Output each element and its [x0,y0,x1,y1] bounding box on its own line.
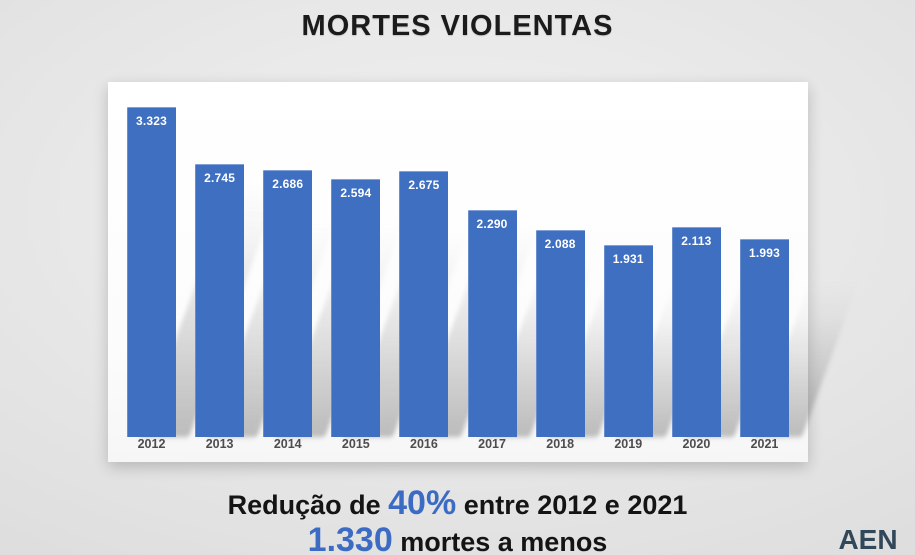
bar-2015: 2.594 [331,179,381,437]
bar-cell-2018: 2.088 [535,82,673,437]
footer-line2-suffix: mortes a menos [392,527,608,555]
page-title: MORTES VIOLENTAS [301,10,614,42]
bar-cell-2017: 2.290 [467,82,613,437]
bar-value-label: 1.993 [748,246,780,260]
year-label-2021: 2021 [750,437,779,451]
bar-2019: 1.931 [603,245,653,437]
bar-value-label: 2.686 [272,177,304,191]
bar-2018: 2.088 [535,230,585,437]
year-label-2015: 2015 [341,437,370,451]
year-label-2017: 2017 [478,437,506,451]
deaths-reduced-number: 1.330 [307,521,393,555]
year-label-2012: 2012 [137,437,166,451]
footer-line1-prefix: Redução de [227,490,389,520]
bar-2012: 3.323 [127,107,176,437]
footer-line1: Redução de 40% entre 2012 e 2021 [0,486,915,523]
bar-value-label: 2.113 [681,234,712,248]
footer-line2: 1.330 mortes a menos [0,523,915,555]
bar-2013: 2.745 [195,164,245,437]
bar-value-label: 2.594 [340,186,372,200]
plot-area: 3.323 2.745 2.686 2.594 2.675 2.290 2.088 1.931… [127,82,875,437]
x-axis: 2012 2013 2014 2015 2016 2017 2018 2019 2020 2021 [127,437,789,462]
bar-2017: 2.290 [467,210,517,437]
year-label-2013: 2013 [205,437,234,451]
bar-cell-2015: 2.594 [331,82,488,437]
bar-value-label: 1.931 [612,252,644,266]
bar-value-label: 2.290 [476,217,508,231]
bar-value-label: 3.323 [135,114,168,128]
aen-logo: AEN [830,524,906,555]
bar-cell-2012: 3.323 [127,82,310,437]
bar-2020: 2.113 [671,227,721,437]
bar-2016: 2.675 [399,171,449,437]
year-label-2020: 2020 [682,437,711,451]
year-label-2019: 2019 [614,437,643,451]
year-label-2018: 2018 [546,437,575,451]
bar-cell-2021: 1.993 [739,82,875,437]
chart-panel: 3.323 2.745 2.686 2.594 2.675 2.290 2.088 1.931… [108,82,875,462]
bar-value-label: 2.088 [544,237,576,251]
aen-logo-text: AEN [838,524,898,555]
bar-cell-2016: 2.675 [399,82,559,437]
bar-cell-2020: 2.113 [671,82,811,437]
footer-caption: Redução de 40% entre 2012 e 2021 1.330 m… [0,486,915,555]
bar-value-label: 2.675 [408,178,440,192]
reduction-percent: 40% [388,484,457,522]
year-label-2016: 2016 [410,437,438,451]
bar-cell-2019: 1.931 [603,82,736,437]
bar-2021: 1.993 [739,239,789,437]
year-label-2014: 2014 [273,437,302,451]
bar-cell-2013: 2.745 [195,82,357,437]
footer-line1-suffix: entre 2012 e 2021 [456,490,688,520]
bar-cell-2014: 2.686 [263,82,423,437]
bar-2014: 2.686 [263,170,313,437]
bar-value-label: 2.745 [204,171,236,185]
